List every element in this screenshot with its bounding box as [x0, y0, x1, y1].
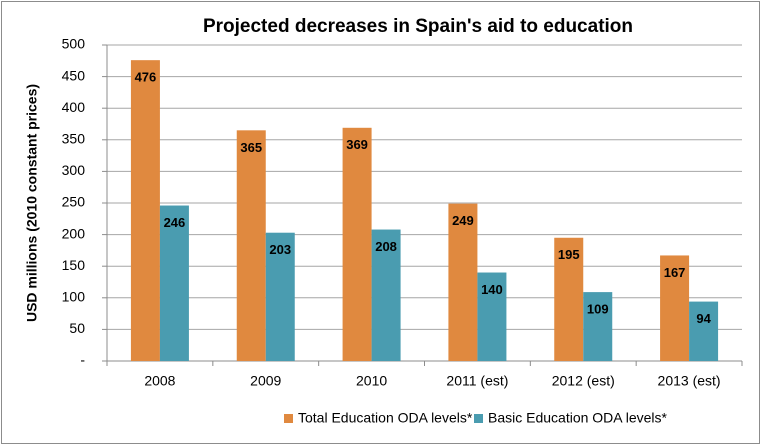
legend-swatch [284, 414, 293, 423]
bar [660, 255, 690, 361]
data-label: 369 [346, 137, 368, 152]
data-label: 195 [558, 247, 580, 262]
x-tick-label: 2008 [144, 373, 175, 389]
bar [448, 203, 478, 361]
data-label: 365 [240, 140, 262, 155]
bar [130, 60, 160, 361]
data-label: 249 [452, 213, 474, 228]
y-axis-title: USD millions (2010 constant prices) [24, 84, 40, 322]
data-label: 109 [587, 302, 609, 317]
y-tick-label: 200 [62, 225, 86, 241]
bar [583, 292, 613, 361]
y-tick-label: 400 [62, 99, 86, 115]
bar [371, 229, 401, 361]
y-tick-label: 350 [62, 131, 86, 147]
bar [159, 205, 189, 361]
bar [236, 130, 266, 361]
y-tick-label: - [80, 352, 85, 368]
legend-label: Basic Education ODA levels* [488, 410, 668, 426]
bar [689, 301, 719, 361]
x-tick-label: 2011 (est) [446, 373, 508, 389]
data-label: 476 [135, 70, 157, 85]
bar [265, 232, 295, 361]
bar [554, 237, 584, 361]
y-tick-label: 450 [62, 67, 86, 83]
x-tick-label: 2010 [356, 373, 387, 389]
x-tick-label: 2013 (est) [658, 373, 721, 389]
data-label: 167 [664, 265, 686, 280]
legend-swatch [474, 414, 483, 423]
x-tick-label: 2012 (est) [552, 373, 615, 389]
y-tick-label: 100 [62, 289, 86, 305]
bar [477, 272, 507, 361]
data-label: 203 [269, 242, 291, 257]
bar [342, 127, 372, 362]
y-tick-label: 500 [62, 36, 86, 52]
y-tick-label: 250 [62, 194, 86, 210]
data-label: 140 [481, 282, 503, 297]
legend-label: Total Education ODA levels* [298, 410, 473, 426]
y-tick-label: 150 [62, 257, 86, 273]
data-label: 246 [164, 215, 186, 230]
chart-title: Projected decreases in Spain's aid to ed… [203, 16, 633, 37]
data-label: 94 [696, 311, 711, 326]
y-tick-label: 300 [62, 162, 86, 178]
x-tick-label: 2009 [250, 373, 281, 389]
data-label: 208 [375, 239, 397, 254]
y-tick-label: 50 [69, 320, 85, 336]
